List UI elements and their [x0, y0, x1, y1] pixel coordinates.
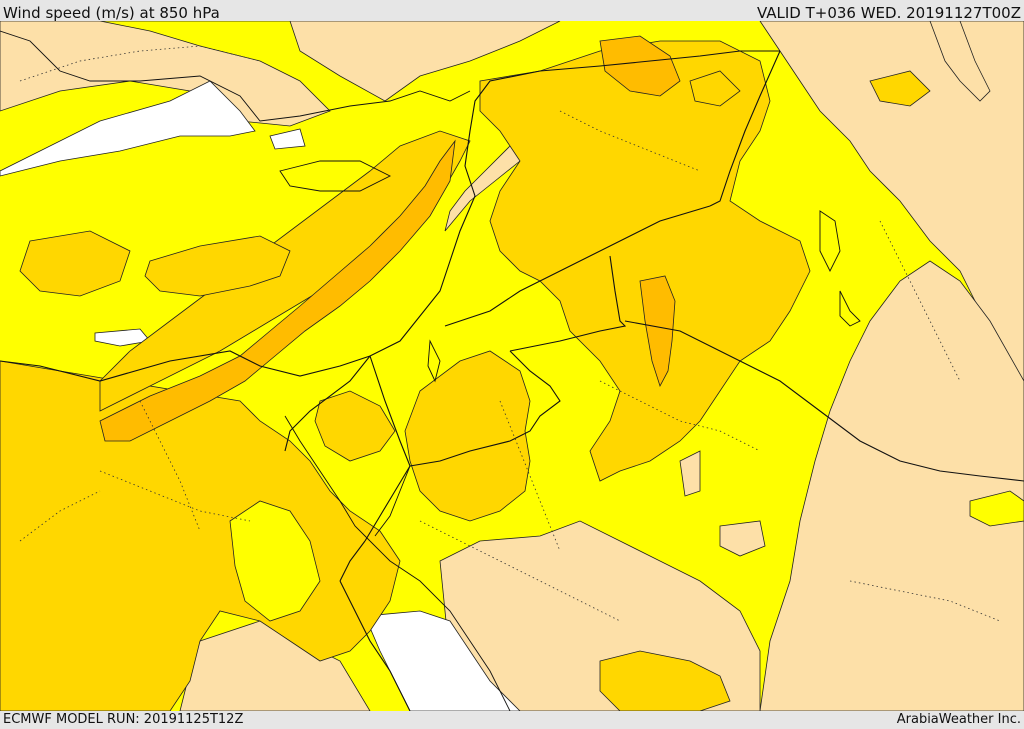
wind-field-fresh: [0, 40, 931, 711]
map-title: Wind speed (m/s) at 850 hPa: [3, 4, 220, 22]
admin-boundaries: [19, 45, 1001, 622]
coastlines: [0, 30, 861, 711]
wind-field-calm: [0, 21, 991, 711]
wind-speed-map: [0, 21, 1024, 711]
model-run: ECMWF MODEL RUN: 20191125T12Z: [3, 712, 244, 727]
credit: ArabiaWeather Inc.: [896, 712, 1021, 727]
country-borders: [0, 50, 1024, 711]
valid-time: VALID T+036 WED. 20191127T00Z: [756, 4, 1021, 22]
wind-field-light: [0, 21, 1024, 711]
wind-field-strong: [99, 35, 681, 442]
